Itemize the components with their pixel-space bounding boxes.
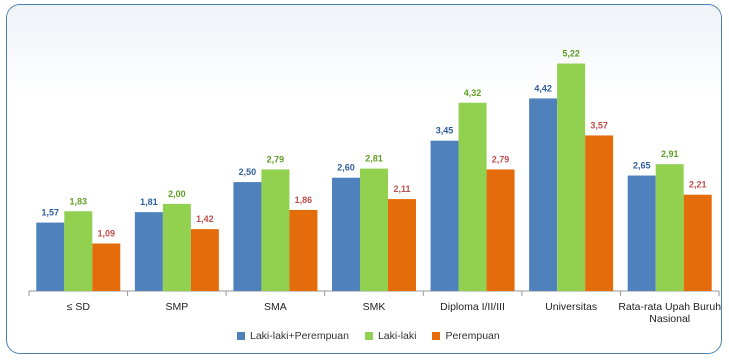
bar-perempuan-5 [585,135,614,291]
data-label: 5,22 [562,49,580,59]
data-label: 1,57 [42,208,60,218]
bar-laki-laki-3 [360,168,388,291]
x-tick-label: Universitas [545,301,597,313]
data-label: 2,79 [267,154,285,164]
chart-frame: 1,57 1,83 1,09 ≤ SD 1,81 2,00 1,42 SMP 2,50 2,79 1… [6,4,722,354]
bar-laki-laki-4 [458,102,487,292]
data-label: 4,42 [534,83,552,93]
legend-label-laki-laki: Laki-laki [377,330,417,342]
data-label: 4,32 [464,88,482,98]
data-label: 2,11 [393,184,410,194]
data-label: 3,57 [590,120,608,130]
data-label: 2,21 [689,180,707,190]
bar-perempuan-3 [388,199,416,291]
bar-laki-laki-perempuan-1 [134,212,163,291]
bar-laki-laki-perempuan-3 [332,177,360,291]
frame-shine [7,5,721,95]
bar-laki-laki-6 [655,164,684,291]
bar-laki-laki-perempuan-6 [627,175,656,291]
data-label: 1,09 [98,229,116,239]
legend-swatch-laki-laki [364,332,373,340]
x-tick-label: ≤ SD [67,301,91,313]
bar-perempuan-0 [92,243,121,291]
data-label: 1,81 [140,197,158,207]
legend-swatch-perempuan [432,332,441,340]
data-label: 2,65 [633,161,651,171]
legend-swatch-laki-laki-perempuan [237,332,245,340]
bar-perempuan-6 [683,194,712,291]
x-tick-label: SMA [264,301,287,313]
bar-laki-laki-1 [162,203,191,291]
data-label: 2,60 [337,163,355,173]
data-label: 1,86 [295,195,313,205]
bar-laki-laki-perempuan-0 [36,222,65,291]
x-tick-label: Diploma I/II/III [440,301,505,313]
data-label: 2,00 [168,189,186,199]
legend-item-laki-laki-perempuan: Laki-laki+Perempuan [237,330,349,342]
bar-laki-laki-5 [557,63,586,291]
x-tick-label: Rata-rata Upah Buruh Nasional [618,301,721,325]
data-label: 2,91 [661,149,679,159]
legend-item-perempuan: Perempuan [432,330,500,342]
bar-laki-laki-2 [261,169,290,291]
chart-legend: Laki-laki+Perempuan Laki-laki Perempuan [237,330,500,342]
data-label: 2,79 [492,154,510,164]
data-label: 2,81 [365,154,383,164]
bar-chart: 1,57 1,83 1,09 ≤ SD 1,81 2,00 1,42 SMP 2,50 2,79 1… [28,49,721,325]
x-tick-label: SMK [363,301,386,313]
bar-perempuan-2 [289,209,318,291]
bar-laki-laki-perempuan-4 [430,140,459,291]
data-label: 1,42 [196,214,214,224]
bar-perempuan-1 [190,229,219,291]
data-label: 1,83 [70,196,88,206]
data-label: 2,50 [239,167,257,177]
data-label: 3,45 [436,126,454,136]
bar-laki-laki-perempuan-2 [233,182,262,291]
bar-laki-laki-perempuan-5 [529,98,558,292]
x-tick-label: SMP [165,301,188,313]
bar-laki-laki-0 [64,211,93,291]
legend-item-laki-laki: Laki-laki [364,330,417,342]
legend-label-perempuan: Perempuan [445,330,500,342]
legend-label-laki-laki-perempuan: Laki-laki+Perempuan [250,330,349,342]
bar-perempuan-4 [486,169,515,291]
